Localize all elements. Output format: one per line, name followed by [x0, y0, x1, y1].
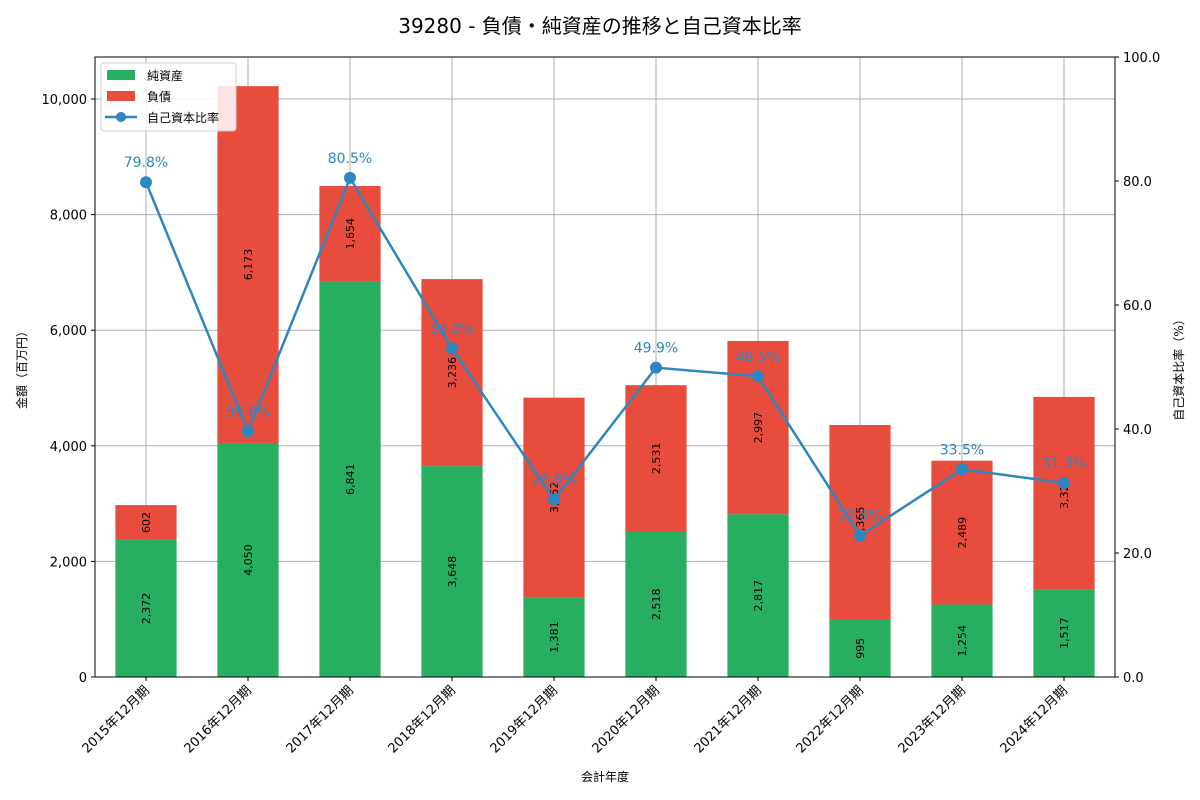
bar-liabilities [727, 340, 789, 515]
ratio-marker [854, 529, 866, 542]
bar-label-net-assets: 1,381 [548, 621, 561, 653]
ratio-label: 28.6% [532, 473, 576, 489]
legend-label-net-assets: 純資産 [147, 68, 183, 83]
y2-tick-label: 60.0 [1123, 299, 1152, 314]
legend-swatch-net-assets [107, 70, 135, 80]
ratio-marker [446, 342, 458, 355]
x-tick-label: 2022年12月期 [794, 683, 867, 756]
ratio-marker [650, 361, 662, 374]
y-tick-label: 0 [79, 671, 87, 686]
bar-net-assets [421, 466, 483, 677]
x-tick-label: 2021年12月期 [692, 683, 765, 756]
bar-net-assets [523, 597, 585, 677]
chart-title: 39280 - 負債・純資産の推移と自己資本比率 [398, 14, 802, 38]
legend-label-liabilities: 負債 [147, 89, 171, 104]
bar-label-liabilities: 2,531 [650, 443, 663, 475]
bar-label-net-assets: 6,841 [344, 464, 357, 496]
bar-label-liabilities: 3,236 [446, 357, 459, 389]
x-tick-label: 2015年12月期 [80, 683, 153, 756]
bar-liabilities [931, 460, 993, 605]
equity-ratio-line: 79.8% 39.6% 80.5% 53.0% 28.6% 49.9% 48.5% 22.8%… [124, 151, 1086, 542]
x-axis-label: 会計年度 [581, 769, 629, 784]
bar-net-assets [625, 531, 687, 677]
bar-label-net-assets: 2,817 [752, 580, 765, 612]
bar-net-assets [931, 604, 993, 677]
bar-net-assets [727, 514, 789, 677]
ratio-label: 22.8% [838, 509, 882, 525]
y-tick-label: 4,000 [50, 440, 87, 455]
x-tick-label: 2024年12月期 [998, 683, 1071, 756]
x-tick-label: 2019年12月期 [488, 683, 561, 756]
legend-swatch-liabilities [107, 91, 135, 101]
y2-tick-label: 100.0 [1123, 51, 1160, 66]
ratio-label: 39.6% [226, 404, 270, 420]
ratio-label: 79.8% [124, 155, 168, 171]
y2-tick-label: 0.0 [1123, 671, 1144, 686]
bar-label-net-assets: 2,372 [140, 593, 153, 625]
bar-net-assets [115, 539, 177, 677]
x-tick-label: 2017年12月期 [284, 683, 357, 756]
y-tick-label: 10,000 [42, 93, 88, 108]
bar-label-liabilities: 1,654 [344, 218, 357, 250]
y-axis-label: 金額（百万円） [14, 325, 29, 409]
y-tick-label: 6,000 [50, 324, 87, 339]
ratio-label: 80.5% [328, 151, 372, 167]
legend-marker-ratio-icon [116, 112, 126, 122]
y2-tick-label: 40.0 [1123, 423, 1152, 438]
bar-liabilities [625, 385, 687, 532]
ratio-label: 48.5% [736, 349, 780, 365]
bar-label-net-assets: 2,518 [650, 588, 663, 620]
ratio-label: 49.9% [634, 341, 678, 357]
legend: 純資産 負債 自己資本比率 [100, 62, 237, 132]
bar-label-net-assets: 1,517 [1058, 617, 1071, 649]
ratio-marker [956, 463, 968, 476]
y2-axis-label: 自己資本比率（%） [1171, 313, 1186, 420]
bar-liabilities [421, 279, 483, 467]
x-tick-label: 2023年12月期 [896, 683, 969, 756]
ratio-label: 53.0% [430, 321, 474, 337]
bar-liabilities [115, 505, 177, 540]
ratio-marker [548, 493, 560, 506]
bar-liabilities [1033, 396, 1095, 590]
x-tick-label: 2020年12月期 [590, 683, 663, 756]
y2-tick-label: 80.0 [1123, 175, 1152, 190]
bar-label-liabilities: 2,489 [956, 517, 969, 549]
y-tick-label: 2,000 [50, 555, 87, 570]
ratio-marker [242, 425, 254, 438]
bar-label-net-assets: 4,050 [242, 544, 255, 576]
ratio-label: 31.3% [1042, 456, 1086, 472]
bar-liabilities [319, 186, 381, 282]
ratio-marker [1058, 476, 1070, 489]
x-tick-label: 2018年12月期 [386, 683, 459, 756]
bar-net-assets [829, 619, 891, 677]
bar-net-assets [217, 442, 279, 677]
bar-label-liabilities: 602 [140, 512, 153, 533]
x-tick-label: 2016年12月期 [182, 683, 255, 756]
bar-net-assets [1033, 589, 1095, 677]
stacked-bars: 2,372 602 4,050 6,173 6,841 1,654 3,648 3,236 1,… [115, 86, 1095, 677]
bar-label-net-assets: 1,254 [956, 625, 969, 657]
ratio-marker [752, 370, 764, 383]
legend-label-equity-ratio: 自己資本比率 [147, 110, 219, 125]
bar-label-liabilities: 6,173 [242, 249, 255, 281]
ratio-label: 33.5% [940, 442, 984, 458]
ratio-marker [140, 176, 152, 189]
bar-net-assets [319, 281, 381, 677]
bar-label-net-assets: 3,648 [446, 556, 459, 588]
y2-tick-label: 20.0 [1123, 547, 1152, 562]
ratio-marker [344, 171, 356, 184]
bar-label-net-assets: 995 [854, 638, 867, 659]
y-tick-label: 8,000 [50, 209, 87, 224]
bar-label-liabilities: 2,997 [752, 412, 765, 444]
